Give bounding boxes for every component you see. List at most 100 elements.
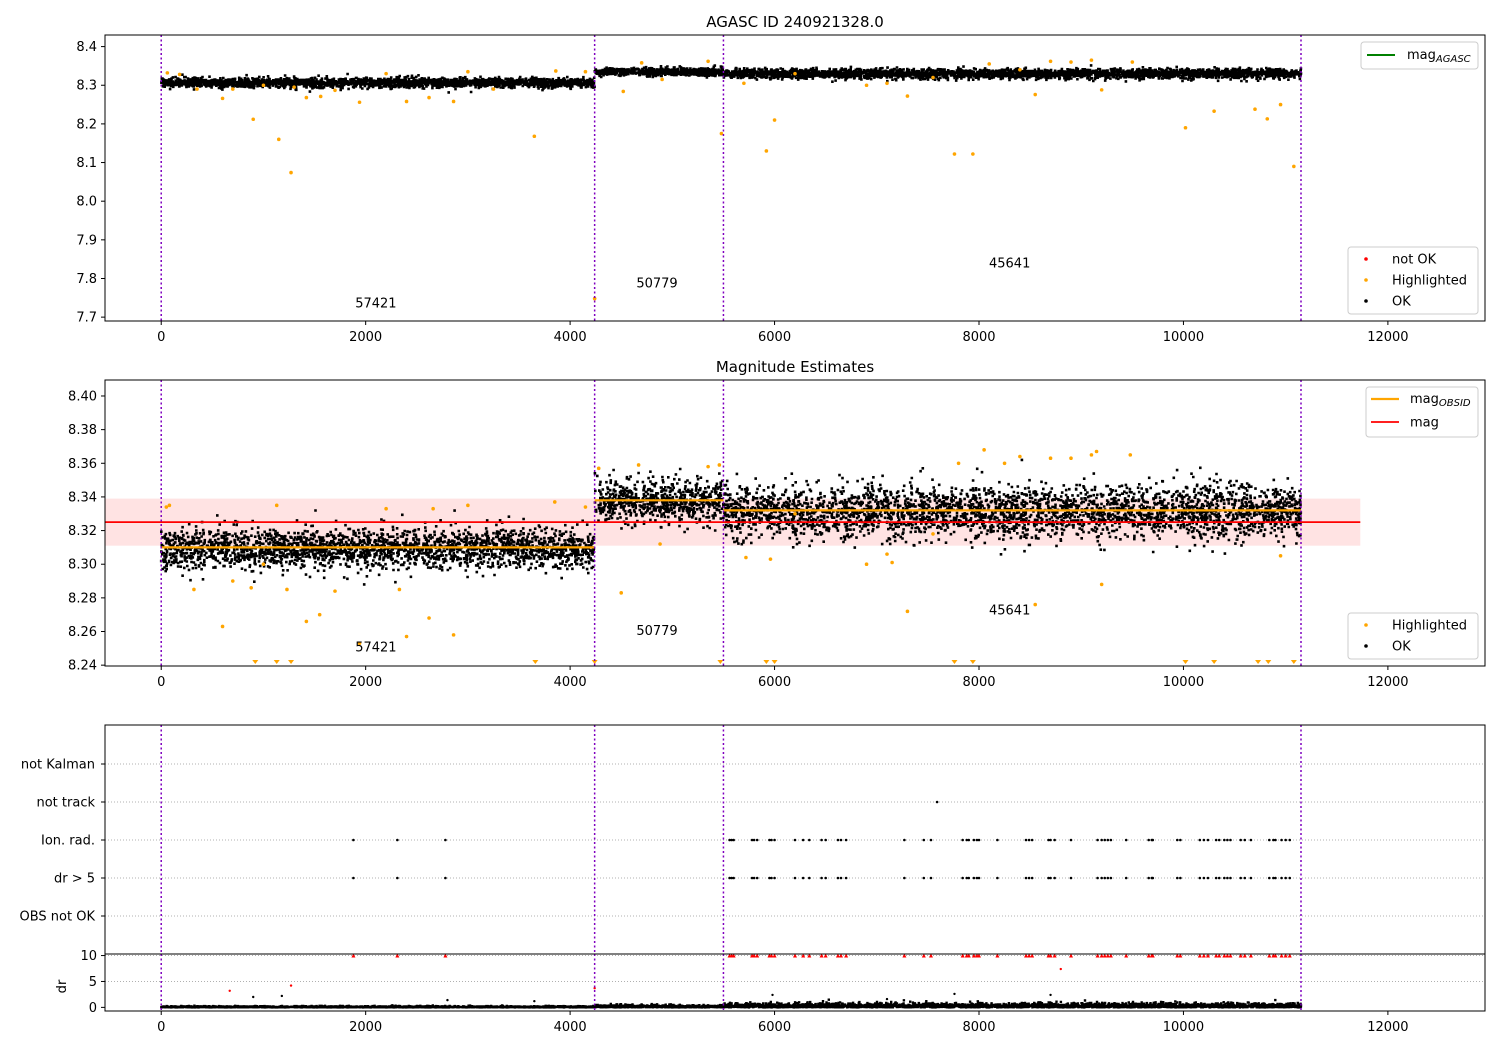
- chart-title: Magnitude Estimates: [716, 358, 874, 376]
- flag-point: [1124, 838, 1128, 842]
- x-tick-label: 6000: [758, 330, 791, 345]
- highlighted-point: [1183, 125, 1188, 130]
- clipped-point-marker: [591, 660, 598, 664]
- highlighted-point: [952, 152, 957, 156]
- x-tick-label: 12000: [1367, 330, 1408, 345]
- highlighted-point: [619, 591, 624, 595]
- legend-item-highlighted-marker: [1364, 278, 1368, 282]
- dr-clipped-marker: [395, 953, 400, 958]
- clipped-point-marker: [273, 660, 280, 664]
- highlighted-point: [639, 61, 644, 65]
- highlighted-point: [793, 71, 797, 76]
- highlighted-point: [164, 505, 169, 509]
- highlighted-point: [1212, 109, 1216, 113]
- flag-point: [967, 876, 971, 880]
- x-tick-label: 10000: [1163, 330, 1204, 345]
- flag-point: [1198, 838, 1202, 842]
- highlighted-point: [1094, 449, 1099, 454]
- x-tick-label: 2000: [349, 1020, 382, 1035]
- dr-clipped-marker: [1048, 953, 1053, 958]
- highlighted-point: [956, 461, 961, 466]
- highlighted-point: [466, 69, 470, 74]
- highlighted-point: [1018, 454, 1022, 459]
- flag-point: [1096, 876, 1099, 880]
- highlighted-point: [220, 624, 225, 629]
- legend-item-highlighted-label: Highlighted: [1392, 619, 1467, 634]
- highlighted-point: [1089, 453, 1094, 457]
- dr-clipped-marker: [351, 953, 356, 958]
- highlighted-point: [357, 641, 362, 646]
- highlighted-point: [1048, 59, 1053, 64]
- highlighted-point: [621, 89, 626, 94]
- flag-point: [1179, 876, 1182, 880]
- flag-point: [1226, 876, 1229, 880]
- flag-category-label: dr > 5: [54, 872, 95, 887]
- dr-clipped-marker: [801, 953, 806, 958]
- flag-point: [961, 876, 964, 880]
- y-tick-label: 8.32: [68, 524, 97, 539]
- y-tick-label: 8.0: [76, 195, 97, 210]
- dr-clipped-marker: [839, 953, 843, 958]
- flag-point: [1109, 838, 1113, 842]
- flag-point: [1239, 838, 1242, 842]
- highlighted-point: [404, 99, 409, 104]
- x-tick-label: 8000: [962, 675, 995, 690]
- flag-point: [935, 800, 939, 804]
- flag-point: [1284, 876, 1287, 880]
- panel-agasc: 0 2000 4000 6000 8000 10000 12000 7.7 7.8 7.9 8.0 8…: [76, 13, 1486, 345]
- flag-point: [730, 838, 733, 842]
- highlighted-point: [261, 83, 266, 88]
- x-tick-label: 8000: [962, 330, 995, 345]
- flag-point: [1226, 838, 1229, 842]
- flag-point: [839, 876, 843, 880]
- flag-point: [752, 838, 756, 842]
- flag-point: [1027, 876, 1031, 880]
- flag-point: [972, 838, 976, 842]
- flag-point: [1229, 876, 1232, 880]
- flag-point: [1288, 838, 1292, 842]
- y-tick-label: 8.34: [68, 490, 97, 505]
- flag-point: [1243, 876, 1247, 880]
- dr-clipped-marker: [928, 953, 933, 958]
- legend-item-not-ok-label: not OK: [1392, 253, 1437, 268]
- highlighted-point: [249, 585, 253, 590]
- y-tick-label: 7.9: [76, 233, 97, 248]
- dr-clipped-marker: [752, 953, 757, 958]
- y-tick-label: 8.3: [76, 79, 97, 94]
- dr-clipped-marker: [1201, 953, 1206, 958]
- highlighted-point: [285, 587, 289, 592]
- dr-clipped-marker: [1150, 953, 1155, 958]
- dr-clipped-marker: [1099, 953, 1104, 958]
- flag-point: [352, 876, 355, 880]
- flag-point: [801, 838, 805, 842]
- flag-point: [773, 876, 776, 880]
- highlighted-point: [982, 448, 986, 452]
- flag-point: [1284, 838, 1287, 842]
- highlighted-point: [706, 59, 710, 64]
- x-tick-label: 2000: [349, 675, 382, 690]
- highlighted-point: [931, 75, 935, 80]
- highlighted-point: [864, 83, 869, 88]
- flag-point: [972, 876, 976, 880]
- clipped-point-marker: [1182, 660, 1189, 664]
- obsid-label: 57421: [355, 641, 396, 656]
- flag-point: [1272, 838, 1275, 842]
- dr-clipped-marker: [769, 953, 774, 958]
- dr-red-point: [289, 984, 293, 987]
- flag-point: [836, 838, 840, 842]
- highlighted-point: [1099, 88, 1104, 92]
- dr-clipped-marker: [1024, 953, 1029, 958]
- highlighted-point: [554, 69, 558, 73]
- highlighted-point: [427, 95, 431, 100]
- highlighted-point: [905, 609, 910, 614]
- highlighted-point: [885, 552, 889, 556]
- highlighted-point: [384, 506, 388, 511]
- x-tick-label: 0: [157, 675, 165, 690]
- highlighted-point: [864, 562, 869, 567]
- y-tick-label: 8.1: [76, 156, 97, 171]
- dr-clipped-marker: [1214, 953, 1219, 958]
- highlighted-point: [1069, 456, 1073, 461]
- flag-point: [728, 838, 731, 842]
- dr-clipped-marker: [1279, 953, 1284, 958]
- dr-outlier-point: [252, 995, 255, 999]
